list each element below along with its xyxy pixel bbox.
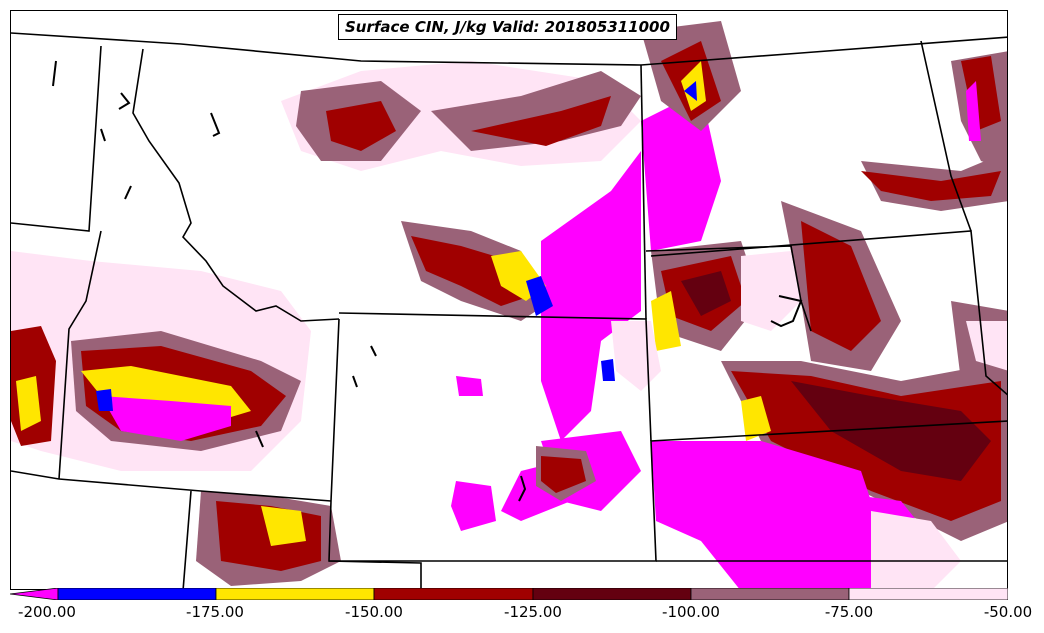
cin-contour-fill	[11, 21, 1007, 589]
cin-region-magenta	[101, 396, 231, 441]
dakota-divider	[645, 245, 812, 332]
cin-region-blue	[96, 389, 113, 411]
colorbar-bin	[848, 588, 1008, 600]
map-panel	[10, 10, 1008, 590]
colorbar-label: -50.00	[983, 603, 1033, 621]
cin-region-magenta	[456, 376, 483, 396]
cin-region-yellow	[741, 396, 771, 441]
colorbar-bin	[532, 588, 692, 600]
utah-boundary	[182, 318, 422, 589]
cin-region-red	[471, 96, 611, 146]
cin-region-red	[961, 56, 1001, 131]
cin-region-magenta	[541, 151, 641, 441]
colorbar-bin	[690, 588, 850, 600]
cin-region-yellow	[16, 376, 41, 431]
cin-region-pink	[966, 321, 1007, 371]
colorbar-below-min-triangle	[10, 588, 59, 600]
idaho-boundary	[11, 45, 340, 322]
colorado-boundary	[329, 420, 1007, 562]
cin-region-magenta	[966, 81, 981, 141]
montana-dakota-line	[640, 64, 647, 320]
colorbar	[10, 588, 1008, 600]
cin-region-yellow	[261, 506, 306, 546]
cin-region-dark-red	[791, 381, 991, 481]
minnesota-line	[920, 40, 972, 232]
cin-region-red	[801, 221, 881, 351]
cin-region-magenta	[451, 481, 496, 531]
cin-region-blue	[684, 81, 697, 101]
colorbar-bin	[215, 588, 375, 600]
nebraska-boundary	[650, 230, 1007, 396]
lakes-outline	[52, 60, 803, 502]
cin-region-blue	[601, 359, 615, 381]
cin-region-dark-red	[681, 271, 731, 316]
cin-region-red	[541, 456, 586, 493]
cin-region-pink	[871, 511, 961, 589]
colorbar-bin	[373, 588, 534, 600]
state-boundaries	[11, 32, 1007, 589]
colorbar-label: -125.00	[504, 603, 562, 621]
colorbar-label: -100.00	[662, 603, 720, 621]
cin-region-red	[861, 171, 1001, 201]
colorbar-bin	[57, 588, 217, 600]
nevada-north-line	[11, 470, 332, 502]
cin-field-map	[11, 21, 1007, 589]
cin-region-magenta	[651, 441, 881, 589]
cin-region-pink	[741, 251, 801, 331]
map-title: Surface CIN, J/kg Valid: 201805311000	[338, 14, 677, 40]
colorbar-label: -150.00	[345, 603, 403, 621]
colorbar-label: -200.00	[18, 603, 76, 621]
cin-region-red	[411, 236, 531, 306]
cin-region-yellow	[651, 291, 681, 351]
canada-border	[11, 32, 1007, 66]
colorbar-label: -75.00	[824, 603, 874, 621]
cin-region-pink	[611, 321, 661, 391]
cin-region-blue	[526, 276, 553, 316]
oregon-idaho-line	[58, 230, 102, 480]
colorbar-label: -175.00	[186, 603, 244, 621]
cin-region-red	[326, 101, 396, 151]
